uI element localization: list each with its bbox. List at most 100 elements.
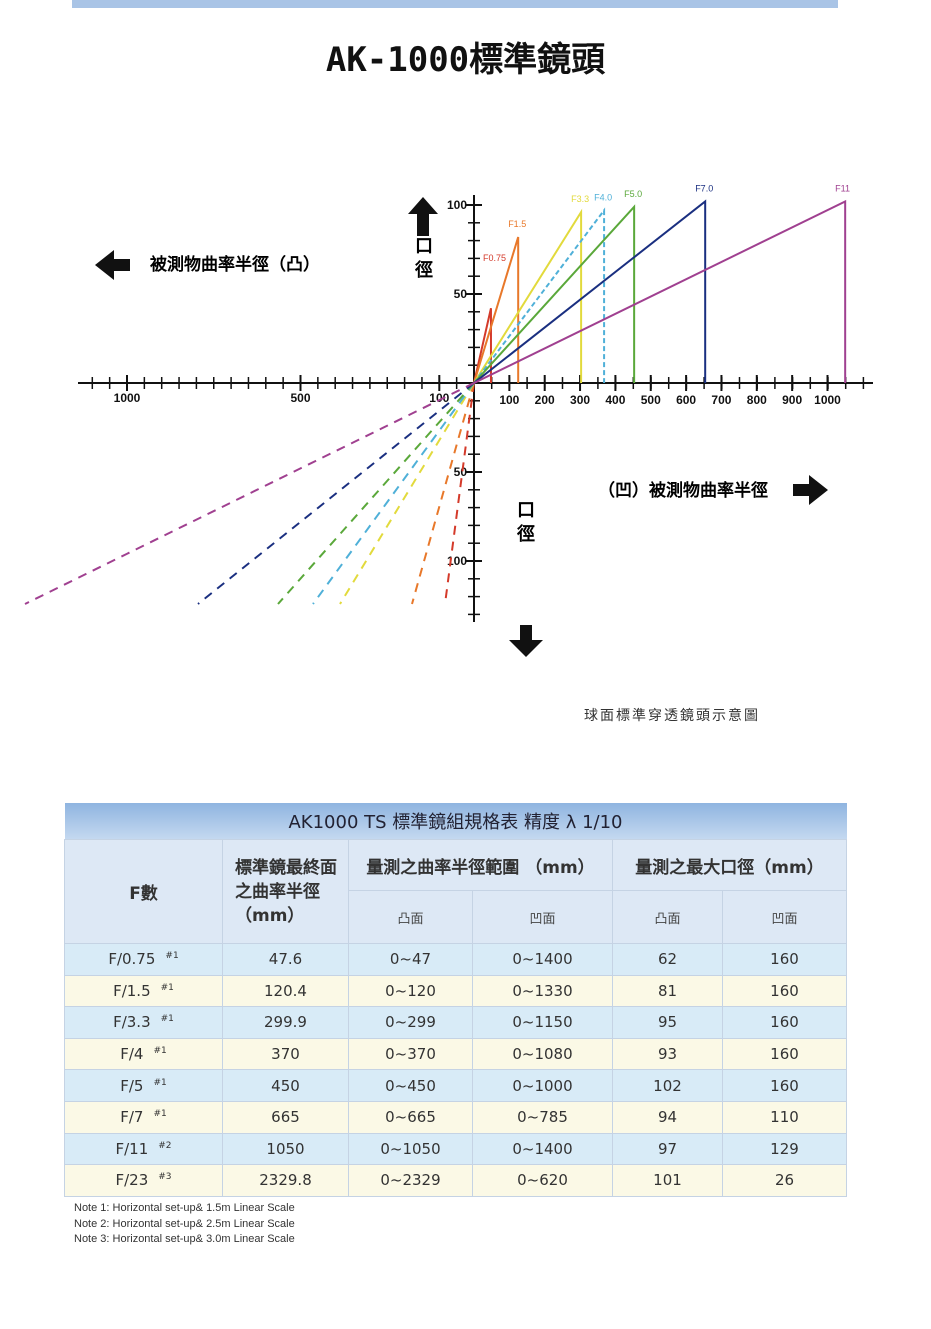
table-cell: 0~370: [348, 1037, 473, 1071]
table-row: F/0.75 #1 47.6 0~47 0~1400 62 160: [64, 943, 847, 976]
x-tick-label: 800: [747, 393, 767, 407]
note-ref: #1: [153, 1077, 167, 1088]
f-cell: F/23 #3: [64, 1164, 223, 1197]
table-row: F/3.3 #1 299.9 0~299 0~1150 95 160: [64, 1006, 847, 1039]
table-cell: 81: [612, 974, 723, 1008]
concave-label: （凹）被測物曲率半徑: [598, 480, 768, 500]
f-cell: F/11 #2: [64, 1132, 223, 1166]
arrow-up: [408, 197, 438, 236]
f-number: F/0.75: [108, 950, 156, 969]
lens-ray: [473, 199, 847, 384]
table-cell: 0~1400: [472, 1132, 613, 1166]
table-cell: 160: [722, 943, 847, 976]
lens-label: F11: [835, 183, 850, 193]
table-cell: 0~1150: [472, 1006, 613, 1039]
table-cell: 0~665: [348, 1100, 473, 1134]
x-tick-label: 1000: [814, 393, 841, 407]
concave-ray: [339, 382, 475, 605]
table-row: F/1.5 #1 120.4 0~120 0~1330 81 160: [64, 974, 847, 1008]
note-ref: #1: [160, 982, 174, 993]
note-ref: #2: [158, 1140, 172, 1151]
page-title: AK-1000標準鏡頭: [325, 40, 606, 80]
header-cell: 量測之曲率半徑範圍 （mm）: [348, 839, 613, 891]
concave-ray: [277, 382, 475, 605]
notes: Note 1: Horizontal set-up& 1.5m Linear S…: [74, 1201, 295, 1248]
lens-ray: [473, 204, 636, 384]
table-cell: 160: [722, 1069, 847, 1102]
f-cell: F/1.5 #1: [64, 974, 223, 1008]
f-number: F/7: [120, 1108, 144, 1127]
x-tick-label: 100: [429, 391, 449, 405]
sub-header-cell: 凹面: [722, 890, 847, 944]
x-tick-label: 300: [570, 393, 590, 407]
sub-header-cell: 凹面: [472, 890, 613, 944]
x-tick-label: 200: [535, 393, 555, 407]
x-tick-label: 900: [782, 393, 802, 407]
table-cell: 129: [722, 1132, 847, 1166]
arrow-right: [793, 475, 828, 505]
table-cell: 47.6: [222, 943, 349, 976]
sub-header-cell: 凸面: [612, 890, 723, 944]
table-cell: 450: [222, 1069, 349, 1102]
lens-label: F0.75: [483, 253, 506, 263]
note-ref: #1: [153, 1109, 167, 1120]
concave-ray: [312, 382, 475, 605]
x-tick-label: 600: [676, 393, 696, 407]
lens-label: F1.5: [508, 219, 526, 229]
note-ref: #3: [158, 1172, 172, 1183]
f-number: F/1.5: [113, 981, 151, 1000]
x-tick-label: 500: [290, 391, 310, 405]
f-cell: F/7 #1: [64, 1100, 223, 1134]
table-cell: 0~785: [472, 1100, 613, 1134]
table-cell: 0~1050: [348, 1132, 473, 1166]
table-row: F/23 #3 2329.8 0~2329 0~620 101 26: [64, 1164, 847, 1197]
concave-ray: [24, 382, 475, 605]
header-cell: F數: [64, 839, 223, 944]
sub-header-cell: 凸面: [348, 890, 473, 944]
concave-ray: [444, 382, 475, 605]
table-cell: 0~1080: [472, 1037, 613, 1071]
x-tick-label: 500: [641, 393, 661, 407]
table-cell: 97: [612, 1132, 723, 1166]
table-cell: 94: [612, 1100, 723, 1134]
x-tick-label: 100: [499, 393, 519, 407]
convex-label: 被測物曲率半徑（凸）: [150, 254, 320, 274]
table-cell: 665: [222, 1100, 349, 1134]
lens-ray: [473, 208, 583, 384]
table-cell: 2329.8: [222, 1164, 349, 1197]
top-band: [72, 0, 838, 8]
lens-label: F3.3: [571, 194, 589, 204]
lens-label: F4.0: [594, 192, 612, 202]
table-cell: 26: [722, 1164, 847, 1197]
table-cell: 160: [722, 1006, 847, 1039]
table-row: F/7 #1 665 0~665 0~785 94 110: [64, 1100, 847, 1134]
header-cell: 量測之最大口徑（mm）: [612, 839, 847, 891]
table-row: F/11 #2 1050 0~1050 0~1400 97 129: [64, 1132, 847, 1166]
table-cell: 0~1330: [472, 974, 613, 1008]
table-row: F/4 #1 370 0~370 0~1080 93 160: [64, 1037, 847, 1071]
table-cell: 1050: [222, 1132, 349, 1166]
table-cell: 0~2329: [348, 1164, 473, 1197]
lens-ray: [473, 199, 707, 384]
concave-ray: [411, 382, 475, 605]
f-cell: F/5 #1: [64, 1069, 223, 1102]
x-tick-label: 700: [711, 393, 731, 407]
table-cell: 62: [612, 943, 723, 976]
arrow-down: [509, 625, 543, 657]
f-number: F/11: [115, 1139, 149, 1158]
f-cell: F/4 #1: [64, 1037, 223, 1071]
table-cell: 102: [612, 1069, 723, 1102]
y-tick-label: 100: [447, 554, 467, 568]
lens-ray: [473, 308, 492, 384]
note: Note 1: Horizontal set-up& 1.5m Linear S…: [74, 1202, 295, 1214]
lens-ray: [473, 207, 606, 384]
table-cell: 370: [222, 1037, 349, 1071]
f-cell: F/3.3 #1: [64, 1006, 223, 1039]
table-cell: 0~450: [348, 1069, 473, 1102]
table-cell: 299.9: [222, 1006, 349, 1039]
arrow-left: [95, 250, 130, 280]
table-title: AK1000 TS 標準鏡組規格表 精度 λ 1/10: [64, 803, 847, 840]
lens-diagram: 被測物曲率半徑（凸） （凹）被測物曲率半徑 口徑 口徑 球面標準穿透鏡頭示意圖 …: [24, 183, 873, 723]
diagram-caption: 球面標準穿透鏡頭示意圖: [584, 707, 760, 723]
